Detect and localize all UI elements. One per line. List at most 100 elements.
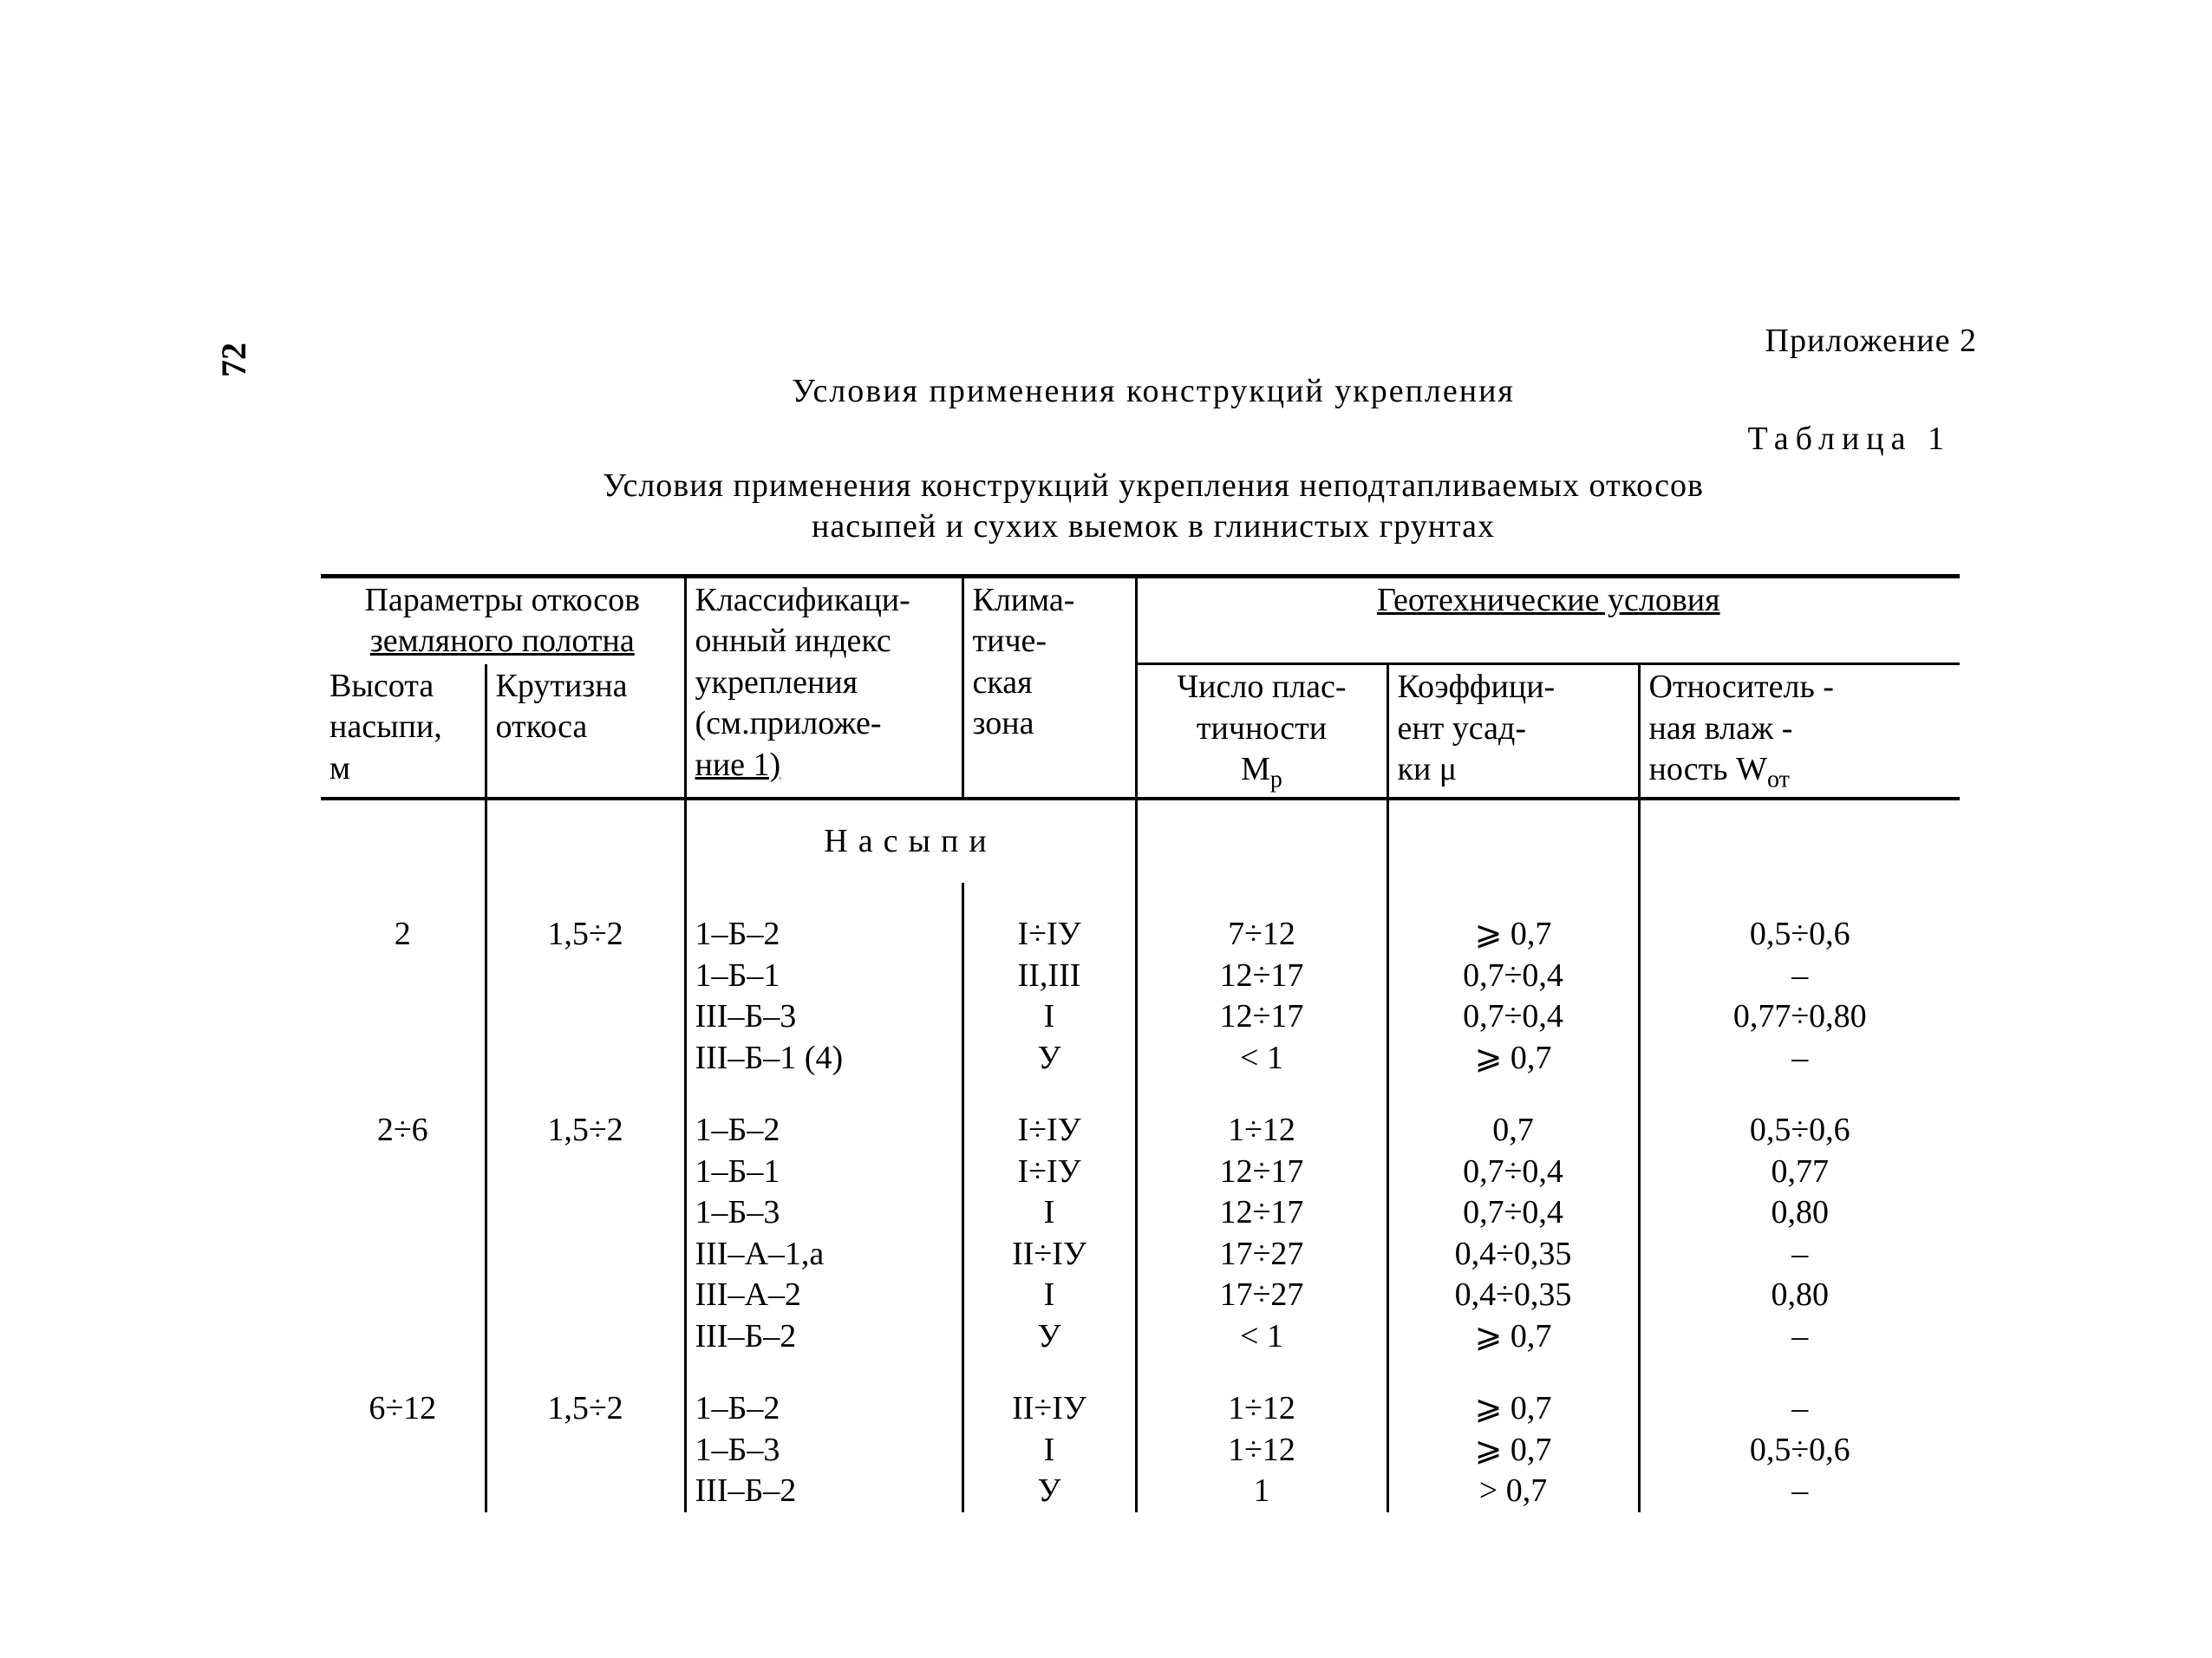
th-clim-l3: ская xyxy=(973,664,1033,701)
table-row: 21,5÷21–Б–2I÷IУ7÷12⩾ 0,70,5÷0,6 xyxy=(321,883,1960,956)
cell-height xyxy=(321,1471,486,1512)
cell-mu: ⩾ 0,7 xyxy=(1387,883,1639,956)
cell-index: 1–Б–2 xyxy=(685,883,962,956)
th-coef-l3: ки μ xyxy=(1398,751,1458,787)
cell-slope xyxy=(486,1316,685,1358)
cell-zone: II÷IУ xyxy=(962,1357,1136,1430)
cell-index: 1–Б–1 xyxy=(685,956,962,997)
section-title-cell: Насыпи xyxy=(685,799,1136,884)
table-row: 6÷121,5÷21–Б–2II÷IУ1÷12⩾ 0,7– xyxy=(321,1357,1960,1430)
cell-height xyxy=(321,1038,486,1080)
th-rel-l3a: ность W xyxy=(1649,751,1767,787)
th-geo: Геотехнические условия xyxy=(1136,576,1960,664)
table-row: 2÷61,5÷21–Б–2I÷IУ1÷120,70,5÷0,6 xyxy=(321,1079,1960,1152)
cell-index: 1–Б–2 xyxy=(685,1357,962,1430)
cell-zone: I÷IУ xyxy=(962,883,1136,956)
cell-mu: 0,7÷0,4 xyxy=(1387,1152,1639,1193)
table-number-label: Таблица 1 xyxy=(321,419,1951,460)
table-row: III–Б–1 (4)У< 1⩾ 0,7– xyxy=(321,1038,1960,1080)
appendix-label: Приложение 2 xyxy=(321,321,1977,362)
cell-height xyxy=(321,1152,486,1193)
cell-height xyxy=(321,1192,486,1234)
th-climate: Клима- тиче- ская зона xyxy=(962,576,1136,799)
cell-mp: 12÷17 xyxy=(1136,996,1387,1038)
cell-height: 2 xyxy=(321,883,486,956)
th-plast-l2: тичности xyxy=(1197,710,1327,747)
cell-mu: 0,4÷0,35 xyxy=(1387,1275,1639,1316)
cell-mp: 1÷12 xyxy=(1136,1430,1387,1472)
cell-mu: 0,7÷0,4 xyxy=(1387,996,1639,1038)
cell-zone: I xyxy=(962,1192,1136,1234)
cell-mu: 0,7÷0,4 xyxy=(1387,1192,1639,1234)
cell-w: 0,5÷0,6 xyxy=(1639,883,1960,956)
cell-height: 6÷12 xyxy=(321,1357,486,1430)
th-params-line1: Параметры откосов xyxy=(364,582,640,618)
table-row: 1–Б–1I÷IУ12÷170,7÷0,40,77 xyxy=(321,1152,1960,1193)
th-plast: Число плас- тичности Mp xyxy=(1136,664,1387,799)
title-sub: Условия применения конструкций укреплени… xyxy=(321,466,1986,548)
cell-slope xyxy=(486,1038,685,1080)
th-rel: Относитель - ная влаж - ность Wот xyxy=(1639,664,1960,799)
page-number: 72 xyxy=(212,343,256,377)
cell-zone: I xyxy=(962,1275,1136,1316)
th-coef: Коэффици- ент усад- ки μ xyxy=(1387,664,1639,799)
table-row: 1–Б–3I1÷12⩾ 0,70,5÷0,6 xyxy=(321,1430,1960,1472)
th-plast-l1: Число плас- xyxy=(1177,669,1346,705)
cell-height: 2÷6 xyxy=(321,1079,486,1152)
cell-zone: У xyxy=(962,1316,1136,1358)
table-head: Параметры откосов земляного полотна Клас… xyxy=(321,576,1960,799)
empty-cell xyxy=(1639,799,1960,884)
cell-mp: 12÷17 xyxy=(1136,1152,1387,1193)
cell-w: – xyxy=(1639,1357,1960,1430)
table-row: III–А–1,аII÷IУ17÷270,4÷0,35– xyxy=(321,1234,1960,1276)
table-row: 1–Б–3I12÷170,7÷0,40,80 xyxy=(321,1192,1960,1234)
cell-slope xyxy=(486,1192,685,1234)
cell-slope: 1,5÷2 xyxy=(486,1357,685,1430)
empty-cell xyxy=(1387,799,1639,884)
cell-mp: < 1 xyxy=(1136,1038,1387,1080)
th-params-line2: земляного полотна xyxy=(370,623,635,659)
cell-w: 0,80 xyxy=(1639,1275,1960,1316)
cell-slope: 1,5÷2 xyxy=(486,1079,685,1152)
cell-slope xyxy=(486,1275,685,1316)
table-row: III–А–2I17÷270,4÷0,350,80 xyxy=(321,1275,1960,1316)
page: 72 Приложение 2 Условия применения конст… xyxy=(321,321,1986,1512)
th-clim-l4: зона xyxy=(973,705,1034,741)
th-rel-l2: ная влаж - xyxy=(1649,710,1793,747)
cell-mu: ⩾ 0,7 xyxy=(1387,1316,1639,1358)
cell-zone: У xyxy=(962,1038,1136,1080)
th-height-l3: м xyxy=(330,750,350,787)
cell-slope xyxy=(486,956,685,997)
th-slope-l1: Крутизна xyxy=(496,668,628,704)
cell-slope xyxy=(486,1430,685,1472)
th-class: Классификаци- онный индекс укрепления (с… xyxy=(685,576,962,799)
cell-mu: 0,7÷0,4 xyxy=(1387,956,1639,997)
cell-slope xyxy=(486,1234,685,1276)
th-coef-l2: ент усад- xyxy=(1398,710,1527,747)
table-row: III–Б–2У< 1⩾ 0,7– xyxy=(321,1316,1960,1358)
title-main: Условия применения конструкций укреплени… xyxy=(321,371,1986,413)
cell-index: 1–Б–3 xyxy=(685,1192,962,1234)
th-clim-l2: тиче- xyxy=(973,623,1047,659)
cell-mp: 17÷27 xyxy=(1136,1234,1387,1276)
cell-w: 0,77 xyxy=(1639,1152,1960,1193)
cell-w: 0,5÷0,6 xyxy=(1639,1430,1960,1472)
cell-w: 0,77÷0,80 xyxy=(1639,996,1960,1038)
cell-mp: 17÷27 xyxy=(1136,1275,1387,1316)
cell-index: III–А–1,а xyxy=(685,1234,962,1276)
cell-mp: 1÷12 xyxy=(1136,1079,1387,1152)
cell-mp: 1÷12 xyxy=(1136,1357,1387,1430)
cell-w: – xyxy=(1639,1316,1960,1358)
empty-cell xyxy=(486,799,685,884)
cell-index: III–А–2 xyxy=(685,1275,962,1316)
cell-mp: 7÷12 xyxy=(1136,883,1387,956)
th-plast-l3a: M xyxy=(1241,751,1270,787)
cell-zone: I÷IУ xyxy=(962,1079,1136,1152)
cell-w: 0,5÷0,6 xyxy=(1639,1079,1960,1152)
th-class-l5: ние 1) xyxy=(695,747,781,783)
th-height-l2: насыпи, xyxy=(330,708,442,745)
cell-height xyxy=(321,1316,486,1358)
cell-index: III–Б–1 (4) xyxy=(685,1038,962,1080)
cell-w: – xyxy=(1639,956,1960,997)
empty-cell xyxy=(1136,799,1387,884)
